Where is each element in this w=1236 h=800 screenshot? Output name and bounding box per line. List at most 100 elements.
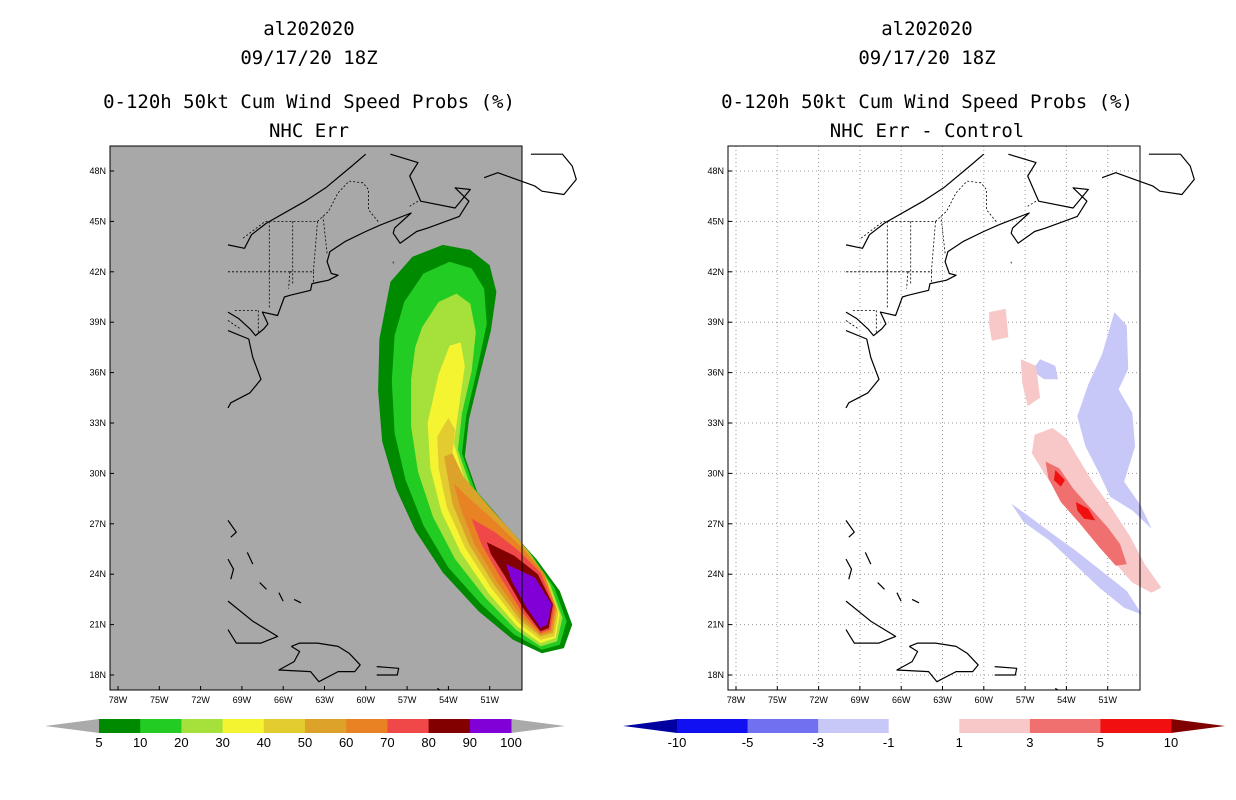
colorbar-swatch (959, 719, 1031, 733)
x-tick-label: 75W (768, 695, 787, 705)
x-tick-label: 60W (975, 695, 994, 705)
coastline (845, 153, 985, 249)
map-background (728, 146, 1140, 690)
colorbar-swatch (222, 719, 265, 733)
difference-contour (1075, 502, 1096, 521)
difference-contour (1031, 359, 1058, 380)
x-tick-label: 57W (398, 695, 417, 705)
difference-contour (1053, 470, 1065, 487)
colorbar-swatch (888, 719, 960, 733)
datetime-title: 09/17/20 18Z (240, 47, 378, 69)
y-tick-label: 33N (89, 418, 106, 428)
y-tick-label: 42N (707, 267, 724, 277)
coastline (1101, 153, 1195, 196)
coastline (227, 520, 237, 538)
state-border (409, 200, 419, 207)
coastline (896, 592, 902, 602)
y-tick-label: 27N (707, 519, 724, 529)
colorbar-label: 10 (1164, 735, 1178, 750)
colorbar-label: 70 (380, 735, 394, 750)
y-tick-label: 30N (89, 468, 106, 478)
state-border (313, 221, 318, 272)
y-tick-label: 36N (707, 368, 724, 378)
colorbar-label: 10 (133, 735, 147, 750)
state-border (1027, 200, 1037, 207)
y-tick-label: 48N (707, 166, 724, 176)
datetime-title: 09/17/20 18Z (858, 47, 996, 69)
difference-contour (1077, 312, 1152, 529)
colorbar-over-triangle (1171, 719, 1225, 733)
x-tick-label: 72W (809, 695, 828, 705)
state-border (288, 271, 291, 289)
colorbar-swatch (677, 719, 749, 733)
coastline (246, 552, 254, 565)
colorbar-label: 60 (339, 735, 353, 750)
colorbar-label: 100 (500, 735, 522, 750)
storm-id-title: al202020 (263, 18, 355, 40)
y-tick-label: 36N (89, 368, 106, 378)
coastline (845, 520, 855, 538)
colorbar-over-triangle (511, 719, 565, 733)
colorbar-label: 5 (95, 735, 102, 750)
coastline (845, 330, 880, 409)
x-tick-label: 78W (109, 695, 128, 705)
difference-contour (1011, 503, 1142, 615)
colorbar-label: 20 (174, 735, 188, 750)
y-tick-label: 27N (89, 519, 106, 529)
colorbar-label: 1 (956, 735, 963, 750)
colorbar-swatch (305, 719, 347, 733)
x-tick-label: 66W (274, 695, 293, 705)
y-tick-label: 21N (707, 620, 724, 630)
y-tick-label: 39N (707, 317, 724, 327)
colorbar-label: -10 (668, 735, 687, 750)
coastline (227, 330, 262, 409)
map-plot-nhc-err-minus-control: 78W 75W 72W 69W 66W 63W 60W 57W 54W 51W 48N 45N 42N 3… (623, 145, 1225, 750)
y-tick-label: 33N (707, 418, 724, 428)
colorbar-label: -3 (812, 735, 824, 750)
x-tick-label: 63W (315, 695, 334, 705)
x-tick-label: 69W (233, 695, 252, 705)
difference-contour (1031, 428, 1162, 593)
x-tick-label: 60W (357, 695, 376, 705)
state-border (906, 271, 909, 289)
map-frame (109, 145, 523, 691)
difference-contour (1020, 359, 1041, 407)
x-tick-label: 72W (191, 695, 210, 705)
y-tick-label: 21N (89, 620, 106, 630)
difference-contour (989, 308, 1009, 341)
coastline (998, 153, 1089, 244)
colorbar-swatch (140, 719, 182, 733)
coastline (227, 224, 382, 337)
x-tick-label: 54W (439, 695, 458, 705)
x-tick-label: 63W (933, 695, 952, 705)
x-tick-label: 57W (1016, 695, 1035, 705)
chart-subtitle: NHC Err - Control (829, 120, 1025, 142)
x-tick-label: 66W (892, 695, 911, 705)
coastline (376, 666, 400, 676)
coastline (227, 558, 235, 580)
coastline (845, 558, 853, 580)
coastline (483, 153, 577, 196)
colorbar-swatch (428, 719, 471, 733)
y-tick-label: 18N (707, 670, 724, 680)
y-tick-label: 42N (89, 267, 106, 277)
coastline (380, 153, 471, 244)
coastline (845, 600, 897, 644)
coastline (227, 600, 279, 644)
coastline (911, 598, 920, 604)
chart-subtitle: NHC Err (268, 120, 350, 142)
state-border (242, 180, 380, 239)
colorbar-label: 90 (463, 735, 477, 750)
colorbar-swatch (747, 719, 819, 733)
colorbar-swatch (181, 719, 224, 733)
coastline (896, 642, 979, 683)
y-tick-label: 48N (89, 166, 106, 176)
colorbar-label: 50 (298, 735, 312, 750)
coastline (278, 592, 284, 602)
colorbar-swatch (818, 719, 890, 733)
coastline (293, 598, 302, 604)
colorbar-swatch (1029, 719, 1101, 733)
colorbar-under-triangle (623, 719, 677, 733)
colorbar-swatch (469, 719, 512, 733)
colorbar-swatch (387, 719, 430, 733)
